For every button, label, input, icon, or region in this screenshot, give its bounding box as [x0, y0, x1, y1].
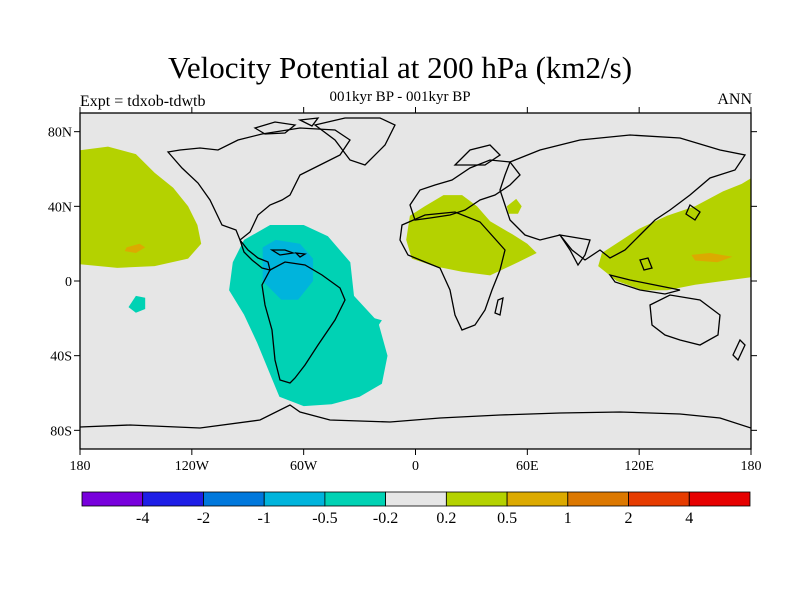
colorbar-label: -4: [136, 510, 149, 527]
coastline-africa: [399, 211, 506, 331]
coastline-greenland: [313, 117, 396, 166]
contour-region: [691, 253, 733, 263]
colorbar-label: 4: [685, 510, 693, 527]
lat-tick-label: 40N: [48, 200, 72, 215]
colorbar-box: [324, 491, 386, 507]
lon-tick-label: 60W: [290, 459, 318, 474]
colorbar-box: [385, 491, 447, 507]
plot-title: Velocity Potential at 200 hPa (km2/s): [167, 50, 633, 85]
plot-subtitle: 001kyr BP - 001kyr BP: [329, 89, 471, 105]
coastline-south-america: [261, 261, 346, 384]
colorbar-box: [142, 491, 204, 507]
contour-region: [262, 239, 313, 300]
contour-region: [80, 146, 202, 268]
lon-tick-label: 60E: [516, 459, 539, 474]
coastlines: [80, 117, 751, 429]
coastline-madagascar: [494, 296, 504, 316]
contour-region: [128, 295, 146, 313]
lon-tick-label: 120E: [624, 459, 654, 474]
contour-region: [370, 318, 382, 326]
colorbar-label: -1: [258, 510, 271, 527]
colorbar-label: 1: [564, 510, 572, 527]
contour-region: [506, 198, 522, 214]
colorbar-box: [506, 491, 569, 507]
coastline-antarctica: [80, 404, 751, 429]
coastline-asia: [499, 134, 747, 261]
coastline-arctic-islands: [253, 117, 320, 135]
colorbar: -4 -2 -1 -0.5 -0.2 0.2 0.5 1 2 4: [81, 491, 751, 527]
lon-tick-label: 180: [741, 459, 762, 474]
lon-tick-label: 180: [70, 459, 91, 474]
colorbar-box: [445, 491, 508, 507]
axis-ticks: 80N 40N 0 40S 80S 180 120W 60W 0 60E 120E 180: [48, 107, 762, 474]
coastline-north-america: [166, 127, 351, 242]
season-label: ANN: [717, 91, 752, 108]
colorbar-label: 0.5: [497, 510, 517, 527]
colorbar-label: 0.2: [436, 510, 456, 527]
colorbar-box: [81, 491, 144, 507]
coastline-caribbean: [269, 249, 307, 258]
lon-tick-label: 0: [412, 459, 419, 474]
colorbar-label: -2: [197, 510, 210, 527]
colorbar-box: [628, 491, 690, 507]
lat-tick-label: 40S: [50, 350, 72, 365]
coastline-new-zealand: [732, 338, 746, 362]
colorbar-label: -0.5: [312, 510, 337, 527]
colorbar-box: [688, 491, 751, 507]
contour-region: [598, 178, 751, 291]
experiment-label: Expt = tdxob-tdwtb: [80, 93, 206, 110]
lon-tick-label: 120W: [175, 459, 210, 474]
coastline-india: [558, 234, 591, 267]
lat-tick-label: 0: [65, 275, 72, 290]
colorbar-box: [263, 491, 326, 507]
contour-region: [124, 243, 146, 253]
colorbar-label: 2: [625, 510, 633, 527]
colorbar-label: -0.2: [373, 510, 398, 527]
coastline-australia: [649, 294, 721, 346]
coastline-scandinavia: [453, 144, 502, 166]
lat-tick-label: 80S: [50, 424, 72, 439]
lat-tick-label: 80N: [48, 126, 72, 141]
coastline-indonesia: [608, 257, 681, 295]
colorbar-box: [567, 491, 629, 507]
colorbar-box: [203, 491, 265, 507]
coastline-japan: [685, 204, 701, 221]
